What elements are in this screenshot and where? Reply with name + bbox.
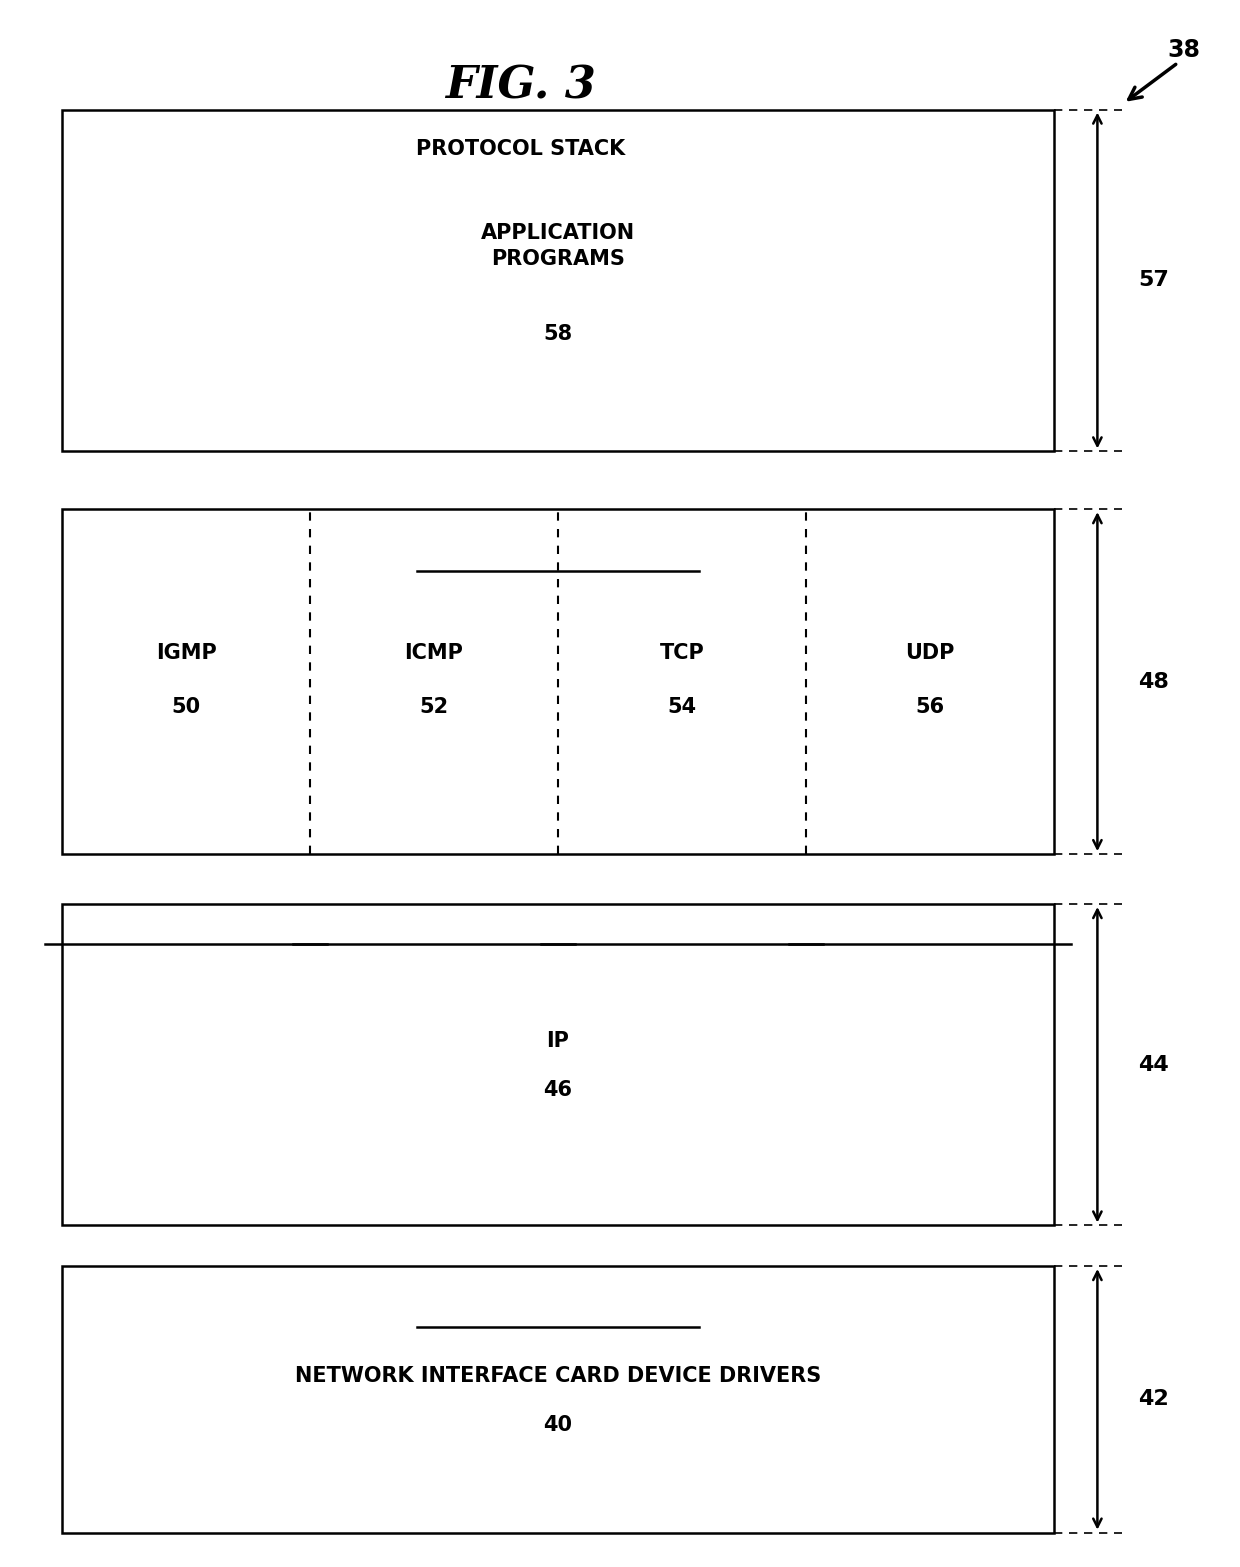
Text: 38: 38 [1168, 38, 1200, 63]
Text: APPLICATION
PROGRAMS: APPLICATION PROGRAMS [481, 223, 635, 270]
Bar [62, 904, 1054, 1225]
Text: 56: 56 [915, 697, 945, 718]
Bar [62, 1266, 1054, 1533]
Text: 40: 40 [543, 1415, 573, 1435]
Text: IGMP: IGMP [156, 644, 216, 663]
Text: TCP: TCP [660, 644, 704, 663]
Text: 46: 46 [543, 1081, 573, 1100]
Text: 44: 44 [1138, 1055, 1168, 1075]
Text: 58: 58 [543, 324, 573, 345]
Text: NETWORK INTERFACE CARD DEVICE DRIVERS: NETWORK INTERFACE CARD DEVICE DRIVERS [295, 1366, 821, 1385]
Text: 54: 54 [667, 697, 697, 718]
Text: 48: 48 [1138, 672, 1168, 691]
Text: 57: 57 [1138, 271, 1168, 290]
Text: FIG. 3: FIG. 3 [445, 64, 596, 108]
Text: ICMP: ICMP [404, 644, 464, 663]
Text: PROTOCOL STACK: PROTOCOL STACK [417, 139, 625, 158]
Bar [62, 509, 1054, 854]
Text: 50: 50 [171, 697, 201, 718]
Text: 52: 52 [419, 697, 449, 718]
Bar [62, 110, 1054, 451]
Text: UDP: UDP [905, 644, 955, 663]
Text: 42: 42 [1138, 1390, 1168, 1409]
Text: IP: IP [547, 1031, 569, 1051]
